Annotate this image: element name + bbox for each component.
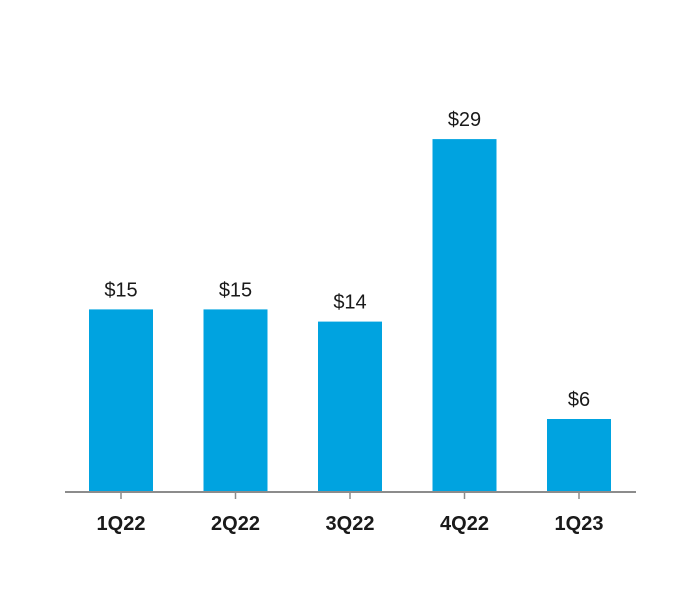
bar-1q23 (547, 419, 611, 492)
value-label-3q22: $14 (333, 292, 366, 314)
bar-1q22 (89, 309, 153, 492)
x-tick-label-3q22: 3Q22 (326, 513, 375, 535)
value-labels-group: $15 $15 $14 $29 $6 (104, 109, 590, 411)
bar-3q22 (318, 321, 382, 492)
value-label-1q22: $15 (104, 279, 137, 301)
x-tick-label-2q22: 2Q22 (211, 513, 260, 535)
value-label-4q22: $29 (448, 109, 481, 131)
value-label-2q22: $15 (219, 279, 252, 301)
x-tick-label-4q22: 4Q22 (440, 513, 489, 535)
x-tick-label-1q22: 1Q22 (97, 513, 146, 535)
bar-2q22 (203, 309, 268, 492)
bar-4q22 (432, 139, 497, 492)
bars-group (89, 139, 611, 492)
value-label-1q23: $6 (568, 389, 590, 411)
x-tick-labels-group: 1Q22 2Q22 3Q22 4Q22 1Q23 (97, 513, 604, 535)
x-ticks-group (120, 492, 580, 499)
x-tick-label-1q23: 1Q23 (555, 513, 604, 535)
